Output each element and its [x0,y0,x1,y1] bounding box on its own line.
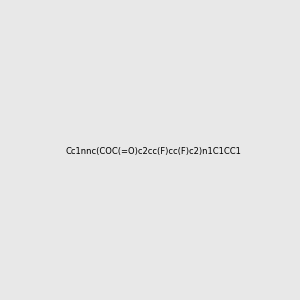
Text: Cc1nnc(COC(=O)c2cc(F)cc(F)c2)n1C1CC1: Cc1nnc(COC(=O)c2cc(F)cc(F)c2)n1C1CC1 [66,147,242,156]
